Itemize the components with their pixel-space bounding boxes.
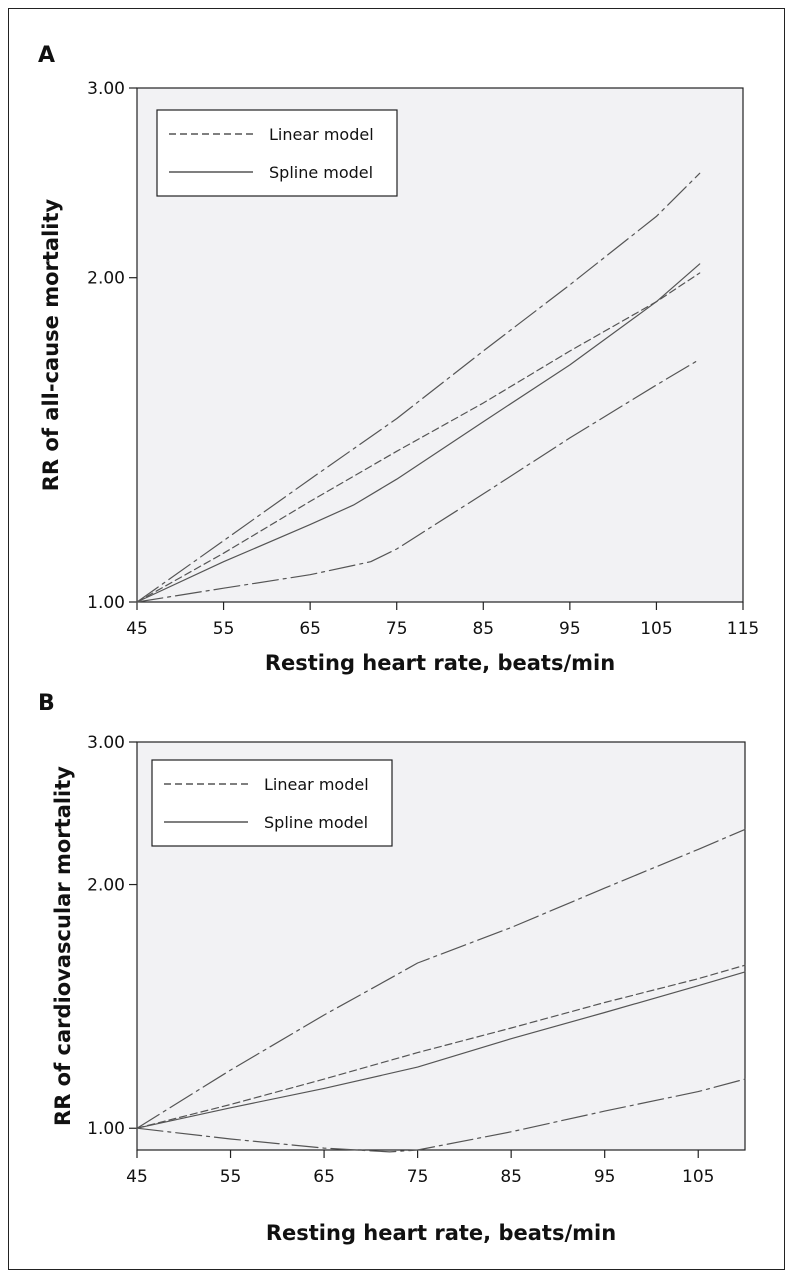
panel-b-axes: 45 55 65 75 85 95 105 1.00 2.00 3.00 (87, 733, 714, 1187)
panel-b-x-tick-label: 55 (220, 1167, 242, 1187)
panel-b-y-tick-label: 2.00 (87, 876, 125, 896)
panel-b-legend: Linear model Spline model (151, 759, 393, 847)
panel-b-label: B (38, 691, 55, 716)
panel-b-x-tick-label: 45 (126, 1167, 148, 1187)
panel-a-series-ci-bound-3 (136, 358, 701, 603)
panel-a-x-tick-label: 105 (640, 619, 672, 639)
panel-a-x-tick-label: 95 (559, 619, 581, 639)
panel-a-legend-spline-label: Spline model (269, 163, 373, 182)
panel-a: A 45 55 65 75 85 95 105 115 1.00 2.00 3.00 Linear … (38, 43, 759, 675)
panel-b-x-tick-label: 85 (500, 1167, 522, 1187)
panel-a-x-tick-label: 85 (472, 619, 494, 639)
panel-a-y-tick-label: 1.00 (87, 593, 125, 613)
panel-b-series-linear-model (136, 964, 746, 1129)
panel-a-x-tick-label: 75 (386, 619, 408, 639)
panel-b-y-axis-title: RR of cardiovascular mortality (51, 766, 75, 1126)
panel-a-label: A (38, 43, 55, 68)
panel-b-y-tick-label: 3.00 (87, 733, 125, 753)
panel-b-x-tick-label: 65 (313, 1167, 335, 1187)
panel-b-x-axis-title: Resting heart rate, beats/min (266, 1221, 616, 1245)
panel-a-legend: Linear model Spline model (156, 109, 398, 197)
panel-a-x-tick-label: 65 (299, 619, 321, 639)
panel-a-series-ci-bound-2 (136, 172, 701, 603)
panel-a-x-tick-label: 115 (727, 619, 759, 639)
panel-a-series-spline-model (136, 263, 701, 603)
panel-b-y-tick-label: 1.00 (87, 1119, 125, 1139)
panel-a-y-tick-label: 2.00 (87, 269, 125, 289)
panel-a-legend-linear-label: Linear model (269, 125, 374, 144)
panel-b-legend-box (151, 759, 393, 847)
panel-b-x-tick-label: 95 (594, 1167, 616, 1187)
panel-b-x-tick-label: 75 (407, 1167, 429, 1187)
panel-a-x-tick-label: 55 (213, 619, 235, 639)
panel-b-series (136, 828, 746, 1153)
panel-a-x-axis-title: Resting heart rate, beats/min (265, 651, 615, 675)
panel-b: B 45 55 65 75 85 95 105 1.00 2.00 3.00 Linear mod… (38, 691, 746, 1245)
panel-a-y-axis-title: RR of all-cause mortality (39, 198, 63, 491)
panel-a-legend-box (156, 109, 398, 197)
panel-b-series-ci-bound-2 (136, 828, 746, 1129)
panel-b-x-tick-label: 105 (682, 1167, 714, 1187)
panel-b-series-spline-model (136, 971, 746, 1129)
panel-b-legend-spline-label: Spline model (264, 813, 368, 832)
panel-a-series-linear-model (136, 272, 701, 603)
panel-a-series (136, 172, 701, 603)
panel-a-axes: 45 55 65 75 85 95 105 115 1.00 2.00 3.00 (87, 79, 759, 639)
panel-b-series-ci-bound-3 (136, 1078, 746, 1153)
panel-b-legend-linear-label: Linear model (264, 775, 369, 794)
panel-a-x-tick-label: 45 (126, 619, 148, 639)
panel-a-y-tick-label: 3.00 (87, 79, 125, 99)
